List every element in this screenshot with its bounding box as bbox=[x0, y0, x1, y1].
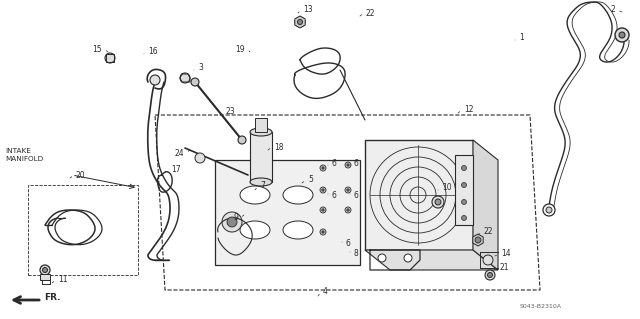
Polygon shape bbox=[473, 140, 498, 270]
Text: S043-B2310A: S043-B2310A bbox=[520, 305, 562, 309]
Circle shape bbox=[298, 19, 303, 25]
Bar bbox=[365, 140, 473, 250]
Circle shape bbox=[227, 217, 237, 227]
Circle shape bbox=[345, 187, 351, 193]
Text: INTAKE
MANIFOLD: INTAKE MANIFOLD bbox=[5, 148, 44, 162]
Circle shape bbox=[320, 207, 326, 213]
Circle shape bbox=[42, 268, 47, 272]
Text: 23: 23 bbox=[226, 108, 236, 116]
Ellipse shape bbox=[283, 221, 313, 239]
Text: 20: 20 bbox=[76, 170, 86, 180]
Circle shape bbox=[461, 216, 467, 220]
Text: 5: 5 bbox=[308, 175, 313, 184]
Text: FR.: FR. bbox=[44, 293, 61, 302]
Text: 12: 12 bbox=[464, 106, 474, 115]
Bar bbox=[215, 160, 360, 265]
Circle shape bbox=[345, 162, 351, 168]
Circle shape bbox=[485, 270, 495, 280]
Circle shape bbox=[546, 207, 552, 213]
Text: 22: 22 bbox=[484, 227, 493, 236]
Text: 9: 9 bbox=[233, 213, 238, 222]
Circle shape bbox=[461, 166, 467, 170]
Circle shape bbox=[191, 78, 199, 86]
Text: 17: 17 bbox=[171, 166, 180, 174]
Circle shape bbox=[347, 189, 349, 191]
Circle shape bbox=[347, 164, 349, 166]
Text: 8: 8 bbox=[354, 249, 359, 258]
Text: 6: 6 bbox=[332, 159, 337, 167]
Text: 19: 19 bbox=[236, 44, 245, 54]
Bar bbox=[40, 274, 50, 280]
Text: 7: 7 bbox=[260, 182, 265, 190]
Text: 4: 4 bbox=[323, 287, 328, 296]
Circle shape bbox=[615, 28, 629, 42]
Circle shape bbox=[543, 204, 555, 216]
Ellipse shape bbox=[250, 178, 272, 186]
Text: 10: 10 bbox=[442, 183, 452, 192]
Circle shape bbox=[180, 73, 190, 83]
Text: 13: 13 bbox=[303, 5, 312, 14]
Text: 6: 6 bbox=[354, 159, 359, 167]
Circle shape bbox=[295, 17, 305, 27]
Bar bbox=[455, 155, 473, 225]
Circle shape bbox=[461, 182, 467, 188]
Text: 18: 18 bbox=[274, 143, 284, 152]
Circle shape bbox=[461, 199, 467, 204]
Circle shape bbox=[40, 265, 50, 275]
Circle shape bbox=[322, 209, 324, 211]
Ellipse shape bbox=[283, 186, 313, 204]
Circle shape bbox=[483, 255, 493, 265]
Text: 11: 11 bbox=[58, 276, 67, 285]
Bar bbox=[28, 185, 138, 275]
Circle shape bbox=[320, 229, 326, 235]
Circle shape bbox=[475, 237, 481, 243]
Circle shape bbox=[345, 207, 351, 213]
Circle shape bbox=[404, 254, 412, 262]
Text: 21: 21 bbox=[500, 263, 509, 272]
Circle shape bbox=[320, 165, 326, 171]
Circle shape bbox=[320, 187, 326, 193]
Circle shape bbox=[435, 199, 441, 205]
Circle shape bbox=[150, 75, 160, 85]
Polygon shape bbox=[473, 234, 483, 246]
Circle shape bbox=[488, 272, 493, 278]
Circle shape bbox=[195, 153, 205, 163]
Circle shape bbox=[619, 32, 625, 38]
Ellipse shape bbox=[250, 128, 272, 136]
Text: 15: 15 bbox=[92, 44, 102, 54]
Text: 22: 22 bbox=[366, 9, 376, 18]
Circle shape bbox=[222, 212, 242, 232]
Circle shape bbox=[105, 53, 115, 63]
Text: 6: 6 bbox=[346, 240, 351, 249]
Ellipse shape bbox=[240, 186, 270, 204]
Text: 6: 6 bbox=[332, 191, 337, 201]
Bar bbox=[106, 54, 114, 62]
Circle shape bbox=[238, 136, 246, 144]
Text: 24: 24 bbox=[174, 149, 184, 158]
Text: 14: 14 bbox=[501, 249, 511, 258]
Circle shape bbox=[378, 254, 386, 262]
Text: 2: 2 bbox=[611, 5, 615, 14]
Circle shape bbox=[322, 167, 324, 169]
Text: 16: 16 bbox=[148, 48, 157, 56]
Bar bbox=[255, 118, 267, 132]
Circle shape bbox=[322, 231, 324, 233]
Circle shape bbox=[432, 196, 444, 208]
Polygon shape bbox=[295, 16, 305, 28]
Circle shape bbox=[347, 209, 349, 211]
Text: 1: 1 bbox=[519, 33, 524, 42]
Text: 3: 3 bbox=[198, 63, 203, 72]
Bar bbox=[250, 132, 272, 182]
Polygon shape bbox=[365, 250, 498, 270]
Circle shape bbox=[322, 189, 324, 191]
Text: 6: 6 bbox=[354, 191, 359, 201]
Ellipse shape bbox=[240, 221, 270, 239]
